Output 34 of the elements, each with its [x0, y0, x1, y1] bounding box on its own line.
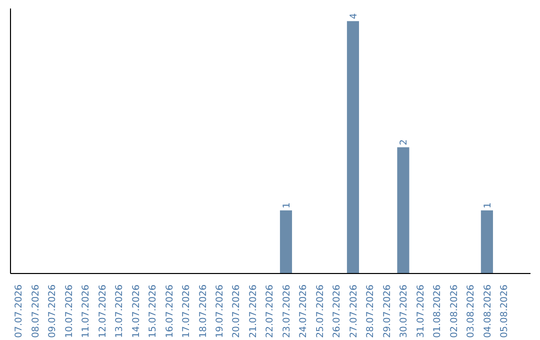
x-tick-label: 28.07.2026 — [365, 284, 376, 338]
x-tick-label: 22.07.2026 — [264, 284, 276, 338]
x-tick-label: 24.07.2026 — [298, 284, 310, 338]
x-tick-label: 11.07.2026 — [80, 284, 92, 338]
x-tick-label: 02.08.2026 — [448, 284, 460, 338]
x-tick-label: 18.07.2026 — [198, 284, 209, 338]
data-label: 1 — [281, 202, 292, 208]
x-tick-label: 26.07.2026 — [332, 284, 343, 338]
x-tick-label: 01.08.2026 — [432, 284, 444, 338]
x-tick-label: 16.07.2026 — [164, 284, 176, 338]
x-tick-label: 05.08.2026 — [499, 284, 510, 338]
x-tick-label: 19.07.2026 — [214, 284, 226, 338]
x-tick-label: 10.07.2026 — [64, 284, 75, 338]
data-label: 1 — [482, 202, 494, 208]
x-tick-label: 17.07.2026 — [181, 284, 192, 338]
x-tick-label: 12.07.2026 — [97, 284, 108, 338]
x-tick-label: 14.07.2026 — [130, 284, 142, 338]
x-tick-label: 07.07.2026 — [14, 284, 25, 338]
data-label: 2 — [398, 139, 410, 146]
x-tick-label: 23.07.2026 — [281, 284, 292, 338]
x-tick-label: 30.07.2026 — [398, 284, 410, 338]
x-tick-label: 20.07.2026 — [231, 284, 242, 338]
x-tick-label: 27.07.2026 — [348, 284, 360, 338]
x-tick-label: 31.07.2026 — [415, 284, 426, 338]
x-tick-label: 04.08.2026 — [482, 284, 494, 338]
data-label: 4 — [348, 13, 360, 20]
x-tick-label: 21.07.2026 — [248, 284, 259, 338]
x-tick-label: 03.08.2026 — [466, 284, 477, 338]
x-tick-label: 15.07.2026 — [148, 284, 159, 338]
x-tick-label: 25.07.2026 — [314, 284, 326, 338]
x-tick-label: 13.07.2026 — [114, 284, 126, 338]
x-tick-label: 09.07.2026 — [47, 284, 58, 338]
x-tick-label: 29.07.2026 — [382, 284, 393, 338]
x-tick-label: 08.07.2026 — [30, 284, 42, 338]
